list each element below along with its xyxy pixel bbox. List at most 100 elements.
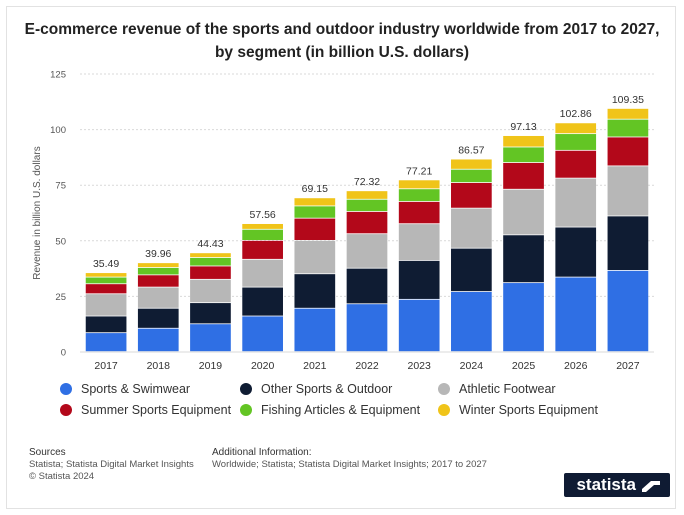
y-tick-label: 50: [55, 236, 66, 247]
bar-segment: [607, 137, 649, 166]
y-tick-label: 25: [55, 292, 66, 303]
legend-item[interactable]: Sports & Swimwear: [60, 380, 190, 398]
legend-swatch: [60, 404, 72, 416]
bar-segment: [346, 234, 388, 268]
legend-label: Summer Sports Equipment: [81, 403, 232, 417]
bar-segment: [85, 294, 127, 316]
statista-logo[interactable]: statista: [564, 473, 670, 497]
bar-segment: [398, 224, 440, 261]
legend-label: Other Sports & Outdoor: [261, 382, 393, 396]
bar-segment: [398, 260, 440, 299]
bar-segment: [451, 248, 492, 292]
x-tick-label: 2027: [616, 360, 640, 372]
bar-segment: [242, 259, 283, 287]
bar-segment: [346, 211, 388, 234]
sources-block: Sources Statista; Statista Digital Marke…: [29, 447, 209, 483]
bar-total-label: 97.13: [510, 121, 536, 133]
bar-segment: [137, 267, 179, 275]
bar-total-label: 72.32: [354, 176, 380, 188]
bar-segment: [503, 162, 544, 189]
bar-segment: [451, 169, 492, 183]
statista-logo-icon: [642, 481, 660, 492]
bar-total-label: 69.15: [302, 183, 328, 195]
legend-swatch: [240, 383, 252, 395]
additional-info-heading: Additional Information:: [212, 447, 312, 458]
bar-segment: [346, 191, 388, 199]
bar-segment: [398, 201, 440, 224]
legend-label: Athletic Footwear: [459, 382, 556, 396]
bar-segment: [137, 263, 179, 268]
x-tick-label: 2017: [94, 360, 118, 372]
bar-segment: [294, 218, 336, 240]
bar-segment: [242, 229, 283, 240]
x-tick-label: 2018: [147, 360, 171, 372]
bar-segment: [555, 277, 597, 352]
bar-segment: [398, 180, 440, 189]
bar-total-label: 39.96: [145, 248, 171, 260]
bar-total-label: 86.57: [458, 144, 484, 156]
legend-swatch: [60, 383, 72, 395]
bar-segment: [451, 208, 492, 248]
bar-segment: [451, 291, 492, 352]
bar-segment: [137, 275, 179, 287]
legend-label: Winter Sports Equipment: [459, 403, 598, 417]
bar-segment: [503, 147, 544, 163]
brand-name: statista: [576, 475, 636, 494]
bar-segment: [137, 328, 179, 352]
bar-total-label: 77.21: [406, 165, 432, 177]
bar-segment: [398, 189, 440, 202]
bar-segment: [137, 308, 179, 328]
bar-segment: [190, 279, 231, 303]
chart-title: E-commerce revenue of the sports and out…: [24, 21, 660, 61]
legend-swatch: [438, 404, 450, 416]
y-tick-label: 100: [50, 125, 66, 136]
bar-total-label: 109.35: [612, 94, 644, 106]
bar-segment: [85, 277, 127, 284]
x-tick-label: 2022: [355, 360, 379, 372]
y-tick-label: 75: [55, 181, 66, 192]
bar-segment: [555, 134, 597, 150]
chart-legend: Sports & Swimwear Other Sports & Outdoor A…: [60, 380, 660, 426]
bar-segment: [398, 299, 440, 352]
legend-label: Fishing Articles & Equipment: [261, 403, 421, 417]
bar-segment: [85, 273, 127, 277]
legend-item[interactable]: Summer Sports Equipment: [60, 401, 231, 419]
additional-info-text: Worldwide; Statista; Statista Digital Ma…: [212, 459, 487, 470]
bar-segment: [503, 135, 544, 147]
bar-segment: [242, 316, 283, 352]
bar-segment: [190, 266, 231, 279]
bar-segment: [555, 123, 597, 134]
bar-segment: [607, 216, 649, 271]
x-tick-label: 2020: [251, 360, 275, 372]
footer: Sources Statista; Statista Digital Marke…: [29, 447, 669, 507]
bar-segment: [85, 333, 127, 352]
bar-segment: [555, 178, 597, 227]
bar-segment: [503, 235, 544, 283]
copyright-line: © Statista 2024: [29, 471, 95, 482]
sources-heading: Sources: [29, 447, 66, 458]
bar-segment: [607, 166, 649, 216]
stacked-bar-chart: 0 25 50 75 100 125 Revenue in billion U.S. dol…: [32, 70, 654, 372]
legend-item[interactable]: Fishing Articles & Equipment: [240, 401, 420, 419]
bar-total-label: 102.86: [560, 108, 592, 120]
bar-segment: [451, 182, 492, 208]
legend-swatch: [438, 383, 450, 395]
bar-segment: [190, 303, 231, 324]
bar-total-label: 44.43: [197, 238, 223, 250]
legend-label: Sports & Swimwear: [81, 382, 191, 396]
bar-segment: [346, 268, 388, 304]
bar-segment: [242, 287, 283, 316]
bar-segment: [555, 227, 597, 277]
sources-line: Statista; Statista Digital Market Insigh…: [29, 459, 194, 470]
legend-item[interactable]: Winter Sports Equipment: [438, 401, 598, 419]
bar-segment: [242, 240, 283, 259]
bar-total-label: 57.56: [249, 209, 275, 221]
additional-info-block: Additional Information: Worldwide; Stati…: [212, 447, 512, 471]
legend-item[interactable]: Athletic Footwear: [438, 380, 556, 398]
bar-segment: [451, 159, 492, 169]
bar-segment: [294, 274, 336, 308]
legend-swatch: [240, 404, 252, 416]
x-tick-label: 2021: [303, 360, 327, 372]
bar-segment: [294, 206, 336, 218]
legend-item[interactable]: Other Sports & Outdoor: [240, 380, 392, 398]
